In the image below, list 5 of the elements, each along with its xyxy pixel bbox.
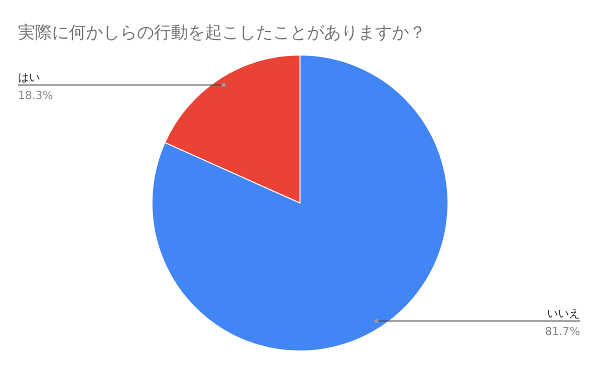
data-label: 81.7% <box>545 324 580 338</box>
chart-title: 実際に何かしらの行動を起こしたことがありますか？ <box>18 23 426 43</box>
data-label: 18.3% <box>18 89 53 102</box>
slice-label: はい <box>18 71 40 84</box>
slice-label: いいえ <box>547 306 580 320</box>
